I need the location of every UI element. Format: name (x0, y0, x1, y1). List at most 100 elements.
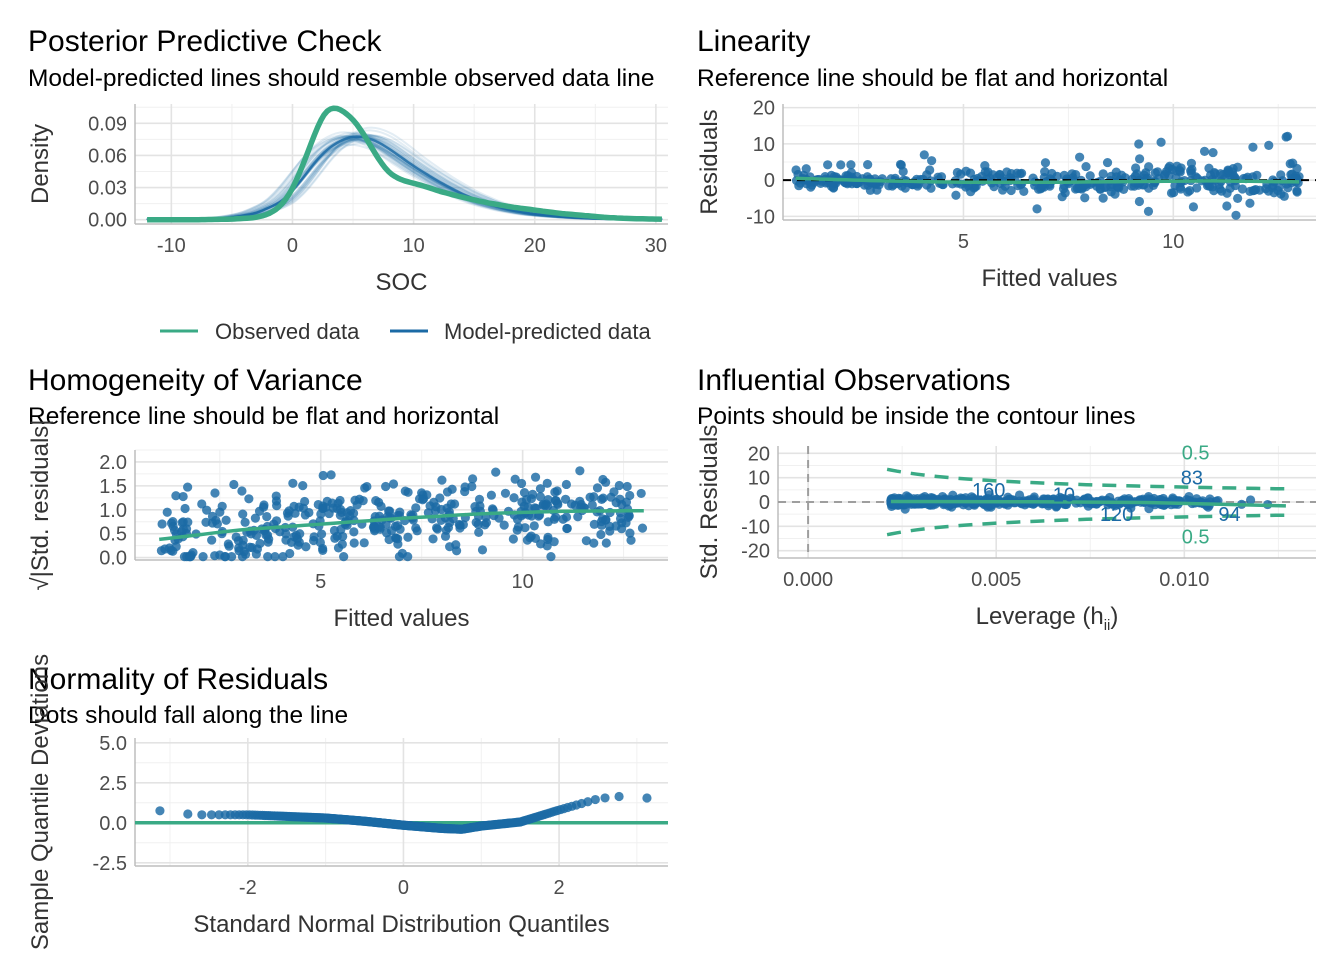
homogeneity-plot-area: 5 10 0.00.51.01.52.0 Fitted values √|Std. re… (27, 419, 668, 632)
hom-point (480, 520, 490, 530)
hom-point (533, 511, 544, 521)
hom-point (245, 542, 255, 552)
hom-point (491, 467, 501, 477)
hom-point (597, 494, 607, 504)
lin-ytick-label: 20 (753, 98, 775, 120)
hom-point (508, 534, 518, 544)
inf-contour-upper (886, 467, 1286, 491)
lin-residual-point (1281, 132, 1291, 142)
hom-point (183, 482, 193, 492)
inf-contour-label-upper: 0.5 (1182, 442, 1210, 464)
hom-point (494, 513, 504, 523)
hom-point (298, 481, 308, 491)
panel-influential: Influential Observations Points should b… (696, 364, 1316, 634)
lin-residual-point (1192, 183, 1202, 193)
lin-residual-point (1106, 187, 1116, 197)
hom-point (362, 481, 372, 492)
hom-point (374, 522, 384, 532)
lin-residual-point (1081, 161, 1091, 172)
lin-residual-point (1176, 184, 1186, 194)
hom-point (560, 494, 571, 504)
hom-point (589, 519, 599, 529)
lin-residual-point (1111, 167, 1121, 177)
hom-point (171, 491, 181, 501)
hom-point (446, 499, 456, 509)
lin-residual-point (1188, 202, 1199, 212)
nor-point (614, 791, 624, 802)
inf-xtick-label: 0.005 (971, 569, 1021, 591)
hom-xtick-label: 5 (315, 571, 326, 593)
hom-point (392, 521, 403, 531)
hom-point (435, 493, 445, 503)
hom-point (535, 484, 546, 494)
lin-residual-point (961, 166, 971, 176)
lin-residual-point (1113, 182, 1123, 192)
hom-point (440, 531, 451, 541)
hom-point (474, 494, 485, 504)
lin-residual-point (1231, 210, 1241, 220)
hom-point (385, 506, 395, 516)
ppc-ytick-label: 0.06 (88, 145, 127, 167)
hom-point (614, 480, 624, 491)
lin-residual-point (1222, 201, 1232, 211)
lin-residual-point (1080, 193, 1090, 203)
nor-point (197, 810, 207, 820)
nor-ytick-label: -2.5 (93, 853, 127, 875)
inf-point-label: 83 (1181, 468, 1203, 490)
hom-point (332, 531, 342, 541)
lin-residual-point (919, 150, 929, 160)
lin-residual-point (1161, 166, 1171, 177)
inf-point-label: 94 (1218, 504, 1240, 526)
inf-ytick-label: 10 (748, 468, 770, 490)
hom-point (550, 487, 560, 497)
nor-point (583, 797, 593, 807)
panel-linearity: Linearity Reference line should be flat … (696, 25, 1316, 292)
hom-point (244, 494, 254, 504)
hom-ytick-label: 0.5 (99, 524, 127, 546)
hom-point (486, 490, 496, 500)
hom-point (263, 552, 273, 562)
hom-point (519, 501, 529, 511)
lin-residual-point (1204, 163, 1214, 173)
hom-point (271, 516, 282, 526)
hom-point (381, 481, 391, 492)
hom-point (201, 517, 211, 527)
lin-residual-point (1100, 182, 1110, 193)
hom-point (272, 501, 282, 511)
hom-point (339, 552, 349, 562)
lin-residual-point (925, 165, 935, 175)
hom-point (160, 544, 170, 554)
hom-point (432, 524, 443, 534)
hom-point (512, 525, 522, 535)
lin-residual-point (1015, 169, 1025, 179)
ppc-y-axis-label: Density (27, 124, 54, 204)
hom-point (411, 503, 421, 513)
nor-point (183, 809, 193, 819)
hom-point (215, 550, 225, 560)
lin-residual-point (1187, 164, 1197, 174)
hom-point (393, 539, 403, 549)
lin-residual-point (1248, 142, 1258, 152)
nor-point (590, 794, 600, 805)
lin-residual-point (1245, 198, 1255, 208)
hom-point (500, 488, 511, 498)
lin-residual-point (1166, 188, 1177, 198)
nor-point (206, 810, 217, 820)
lin-residual-point (828, 183, 839, 193)
hom-point (316, 509, 326, 519)
hom-point (467, 481, 477, 492)
ppc-ytick-label: 0.09 (88, 113, 127, 135)
lin-residual-point (1085, 171, 1095, 181)
hom-point (178, 517, 188, 527)
hom-point (460, 486, 470, 497)
ppc-plot-area: -10 0 10 20 30 0.00 0.03 0.06 0.09 SOC Density (27, 104, 668, 296)
hom-point (238, 509, 248, 519)
hom-point (226, 552, 237, 562)
lin-residual-point (1019, 186, 1029, 196)
hom-point (551, 495, 561, 506)
legend-observed-label: Observed data (215, 319, 360, 344)
hom-point (335, 504, 346, 515)
hom-point (251, 530, 262, 541)
ppc-xtick-label: 0 (287, 235, 298, 257)
nor-xtick-label: 2 (554, 877, 565, 899)
